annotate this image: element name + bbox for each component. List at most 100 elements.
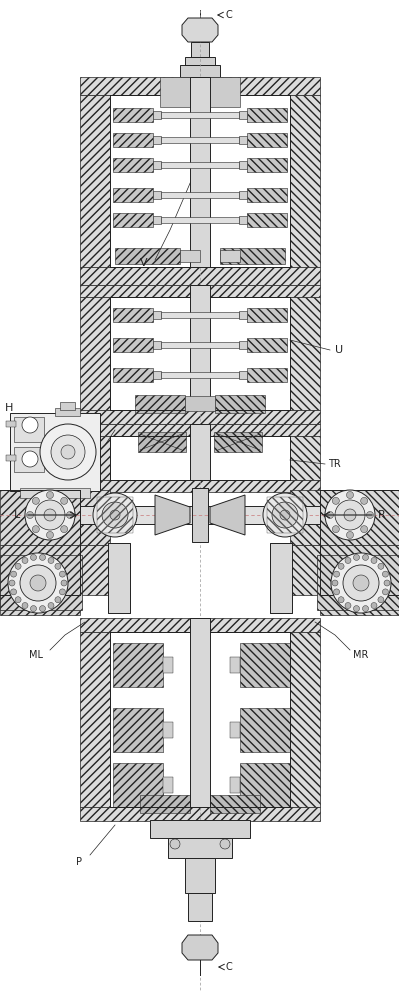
Bar [239,371,247,379]
Bar [202,840,229,856]
Circle shape [30,554,36,560]
Circle shape [345,603,351,609]
Bar [239,191,247,199]
Bar [290,490,320,545]
Bar [14,417,44,442]
Bar [239,111,247,119]
Bar [80,267,320,285]
Bar [247,158,287,172]
Circle shape [345,557,351,563]
Circle shape [332,526,340,533]
Bar [80,480,320,492]
Circle shape [22,451,38,467]
Bar [80,618,320,632]
Bar [80,410,320,424]
Circle shape [10,571,17,577]
Bar [113,158,153,172]
Text: U: U [335,345,343,355]
Circle shape [59,589,65,595]
Bar [108,543,130,568]
Bar [290,297,320,410]
Circle shape [67,512,73,518]
Bar [80,506,320,524]
Bar [80,632,110,807]
Bar [97,497,133,533]
Bar [152,822,197,836]
Circle shape [9,580,15,586]
Bar [153,161,161,169]
Circle shape [343,565,379,601]
Bar [153,371,161,379]
Bar [113,643,163,687]
Bar [115,248,180,264]
Circle shape [338,597,344,603]
Circle shape [361,497,367,504]
Bar [60,402,75,410]
Circle shape [61,526,68,533]
Circle shape [367,512,373,518]
Bar [163,777,173,793]
Circle shape [382,589,389,595]
Bar [80,490,110,545]
Bar [290,436,320,480]
Bar [150,820,250,838]
Bar [182,91,218,103]
Circle shape [51,435,85,469]
Circle shape [354,606,359,612]
Bar [80,436,110,480]
Circle shape [332,497,340,504]
Circle shape [263,493,307,537]
Circle shape [48,557,54,563]
Bar [161,137,239,143]
Circle shape [22,557,28,563]
Circle shape [10,589,17,595]
Bar [185,396,215,411]
Circle shape [371,603,377,609]
Bar [239,161,247,169]
Bar [247,108,287,122]
Circle shape [344,509,356,521]
Bar [80,77,320,95]
Bar [10,413,100,491]
Bar [113,108,153,122]
Bar [215,395,265,413]
Bar [161,192,239,198]
Bar [247,188,287,202]
Bar [0,490,80,545]
Bar [247,308,287,322]
Circle shape [32,526,40,533]
Circle shape [8,553,68,613]
Bar [230,722,240,738]
Bar [160,77,240,107]
Text: ML: ML [29,650,43,660]
Bar [290,95,320,267]
Bar [230,657,240,673]
Circle shape [47,491,53,498]
Circle shape [220,839,230,849]
Text: V: V [140,258,148,268]
Polygon shape [182,18,218,42]
Circle shape [378,597,384,603]
Bar [138,432,186,452]
Bar [247,338,287,352]
Bar [80,545,110,595]
Bar [161,162,239,168]
Circle shape [55,597,61,603]
Polygon shape [182,935,218,960]
Bar [240,643,290,687]
Text: P: P [76,857,82,867]
Bar [113,763,163,807]
Circle shape [30,606,36,612]
Bar [267,497,303,533]
Bar [247,133,287,147]
Bar [188,893,212,921]
Bar [163,657,173,673]
Polygon shape [210,495,245,535]
Bar [239,311,247,319]
Text: C: C [225,962,232,972]
Circle shape [22,417,38,433]
Bar [180,250,200,262]
Bar [220,248,285,264]
Bar [161,372,239,378]
Circle shape [30,575,46,591]
